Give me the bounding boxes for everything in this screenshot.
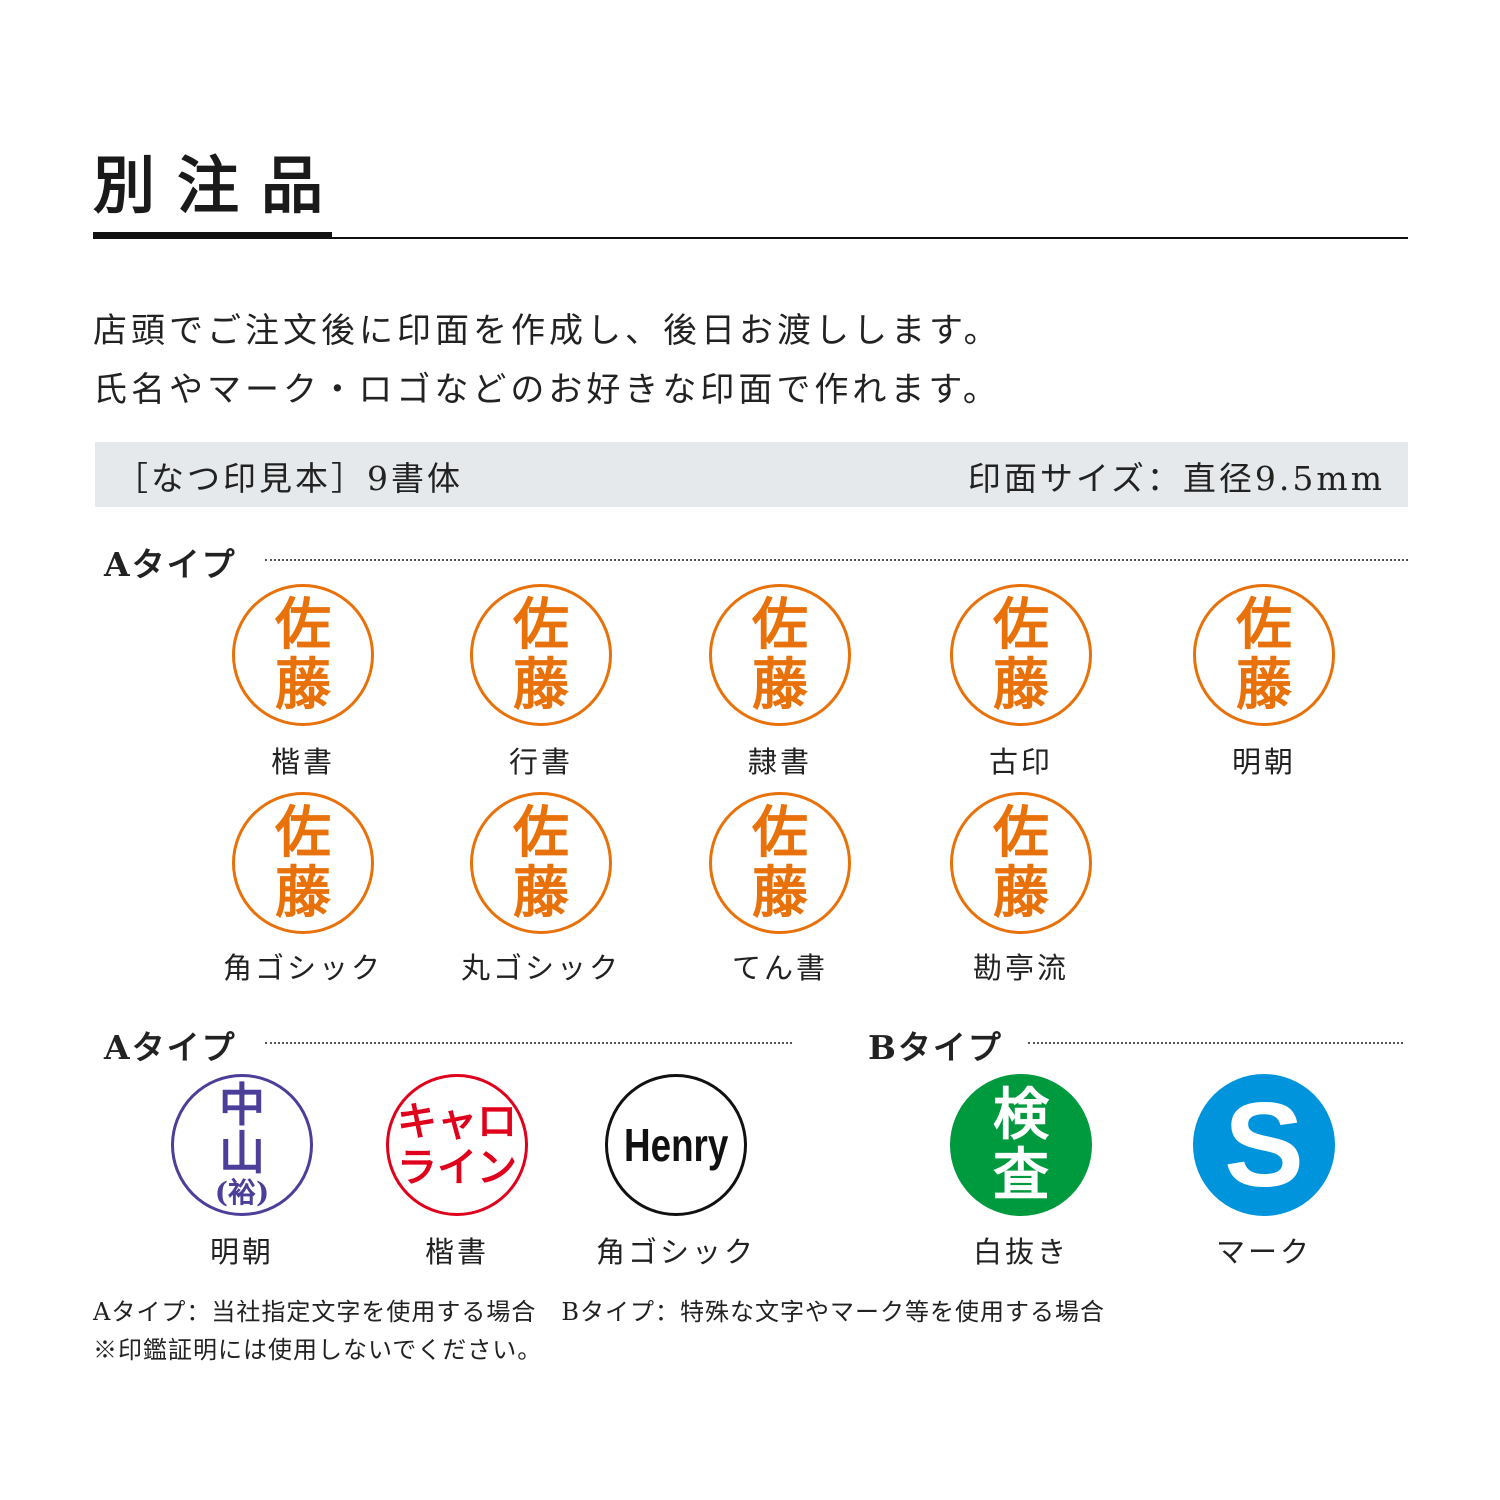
section-a-type-1: Aタイプ	[104, 545, 237, 584]
stamp-sample: 佐藤	[1193, 584, 1335, 726]
stamp-text: S	[1223, 1078, 1305, 1212]
stamp-sample: 佐藤	[950, 584, 1092, 726]
stamp-sample: 佐藤	[232, 792, 374, 934]
warning-note: ※印鑑証明には使用しないでください。	[93, 1336, 543, 1364]
stamp-text: 藤	[275, 860, 331, 926]
info-band	[95, 442, 1408, 507]
stamp-text: 佐	[993, 592, 1049, 658]
stamp-text: (裕)	[214, 1176, 270, 1209]
stamp-text: 佐	[513, 592, 569, 658]
stamp-text: 中	[219, 1078, 265, 1132]
stamp-label: 丸ゴシック	[460, 951, 621, 985]
section-divider	[1028, 1042, 1403, 1044]
stamp-text: 佐	[513, 800, 569, 866]
section-a-type-2: Aタイプ	[104, 1028, 237, 1067]
stamp-label: 角ゴシック	[595, 1235, 756, 1269]
stamp-label: 楷書	[270, 745, 335, 779]
stamp-text: 佐	[275, 592, 331, 658]
stamp-label: 白抜き	[972, 1235, 1069, 1269]
stamp-text: Henry	[623, 1119, 729, 1171]
stamp-text: 山	[219, 1126, 265, 1180]
stamp-text: 藤	[752, 860, 808, 926]
stamp-text: 藤	[275, 652, 331, 718]
stamp-text: 佐	[752, 800, 808, 866]
title-underline-accent	[93, 232, 332, 239]
stamp-sample: 佐藤	[470, 584, 612, 726]
stamp-label: てん書	[731, 951, 828, 985]
stamp-label: 行書	[508, 745, 573, 779]
size-label: 印面サイズ：直径9.5mm	[967, 459, 1385, 498]
title-divider	[93, 237, 1408, 239]
stamp-text: 佐	[1236, 592, 1292, 658]
stamp-label: 明朝	[1231, 745, 1296, 779]
stamp-text: 藤	[513, 652, 569, 718]
stamp-text: ライン	[397, 1144, 517, 1191]
stamp-text: 藤	[1236, 652, 1292, 718]
stamp-text: 藤	[993, 860, 1049, 926]
section-divider	[265, 559, 1408, 561]
stamp-sample: S	[1193, 1074, 1335, 1216]
stamp-text: キャロ	[397, 1098, 517, 1145]
stamp-text: 藤	[993, 652, 1049, 718]
stamp-text: 検	[993, 1082, 1049, 1148]
stamp-sample: 佐藤	[232, 584, 374, 726]
stamp-sample: 佐藤	[470, 792, 612, 934]
stamp-text: 査	[993, 1142, 1049, 1208]
stamp-label: 勘亭流	[972, 951, 1069, 985]
page-title: 別注品	[93, 149, 346, 222]
stamp-text: 佐	[275, 800, 331, 866]
stamp-label: 古印	[988, 745, 1053, 779]
stamp-text: 藤	[752, 652, 808, 718]
stamp-text: 藤	[513, 860, 569, 926]
stamp-label: 隷書	[747, 745, 812, 779]
stamp-label: 明朝	[209, 1235, 274, 1269]
section-b-type: Bタイプ	[868, 1028, 1003, 1067]
section-divider	[265, 1042, 792, 1044]
stamp-sample: 中山 (裕)	[171, 1074, 313, 1216]
intro-line-2: 氏名やマーク・ロゴなどのお好きな印面で作れます。	[93, 370, 1001, 410]
stamp-sample: 検査	[950, 1074, 1092, 1216]
stamp-sample: キャロ ライン	[386, 1074, 528, 1216]
sample-label: ［なつ印見本］9書体	[115, 459, 463, 498]
stamp-sample: 佐藤	[709, 792, 851, 934]
stamp-label: 楷書	[424, 1235, 489, 1269]
stamp-label: マーク	[1215, 1235, 1312, 1269]
stamp-sample: 佐藤	[950, 792, 1092, 934]
stamp-text: 佐	[993, 800, 1049, 866]
stamp-sample: 佐藤	[709, 584, 851, 726]
stamp-sample: Henry	[605, 1074, 747, 1216]
intro-line-1: 店頭でご注文後に印面を作成し、後日お渡しします。	[93, 311, 1002, 351]
type-explanation: Aタイプ：当社指定文字を使用する場合 Bタイプ：特殊な文字やマーク等を使用する場…	[93, 1298, 1105, 1326]
stamp-label: 角ゴシック	[222, 951, 383, 985]
stamp-text: 佐	[752, 592, 808, 658]
